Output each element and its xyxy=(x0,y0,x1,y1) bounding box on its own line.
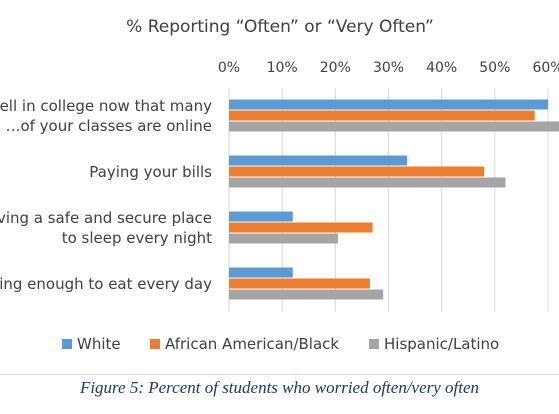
legend-swatch xyxy=(150,339,160,349)
x-tick-label: 50% xyxy=(479,60,510,76)
legend-label: African American/Black xyxy=(165,335,339,353)
legend: White African American/Black Hispanic/Lati… xyxy=(62,335,499,353)
legend-swatch xyxy=(369,339,379,349)
legend-label: Hispanic/Latino xyxy=(384,335,499,353)
bar xyxy=(229,278,370,289)
x-tick-label: 30% xyxy=(373,60,404,76)
caption-divider xyxy=(0,374,559,375)
category-label: to sleep every night xyxy=(62,229,212,247)
bar xyxy=(229,289,384,300)
bar xyxy=(229,177,506,188)
x-tick-label: 10% xyxy=(267,60,298,76)
category-label: …ing enough to eat every day xyxy=(0,275,212,293)
bar xyxy=(229,267,293,278)
x-tick-label: 20% xyxy=(320,60,351,76)
category-label: …ell in college now that many xyxy=(0,97,212,115)
category-label: …ving a safe and secure place xyxy=(0,209,212,227)
legend-swatch xyxy=(62,339,72,349)
x-tick-label: 0% xyxy=(218,60,240,76)
category-label: Paying your bills xyxy=(89,163,212,181)
x-axis-ticks: 0% 10% 20% 30% 40% 50% 60% xyxy=(218,60,559,76)
bars xyxy=(229,99,559,300)
bar xyxy=(229,233,338,244)
x-tick-label: 60% xyxy=(532,60,559,76)
x-tick-label: 40% xyxy=(426,60,457,76)
category-labels: …ell in college now that many …of your cl… xyxy=(0,97,212,293)
bar xyxy=(229,110,535,121)
bar xyxy=(229,211,293,222)
bar xyxy=(229,166,485,177)
category-label: …of your classes are online xyxy=(5,117,212,135)
bar xyxy=(229,99,548,110)
figure-caption: Figure 5: Percent of students who worrie… xyxy=(79,378,480,397)
bar xyxy=(229,222,373,233)
bar xyxy=(229,155,408,166)
chart-title: % Reporting “Often” or “Very Often” xyxy=(126,17,434,37)
bar xyxy=(229,121,559,132)
legend-label: White xyxy=(77,335,121,353)
